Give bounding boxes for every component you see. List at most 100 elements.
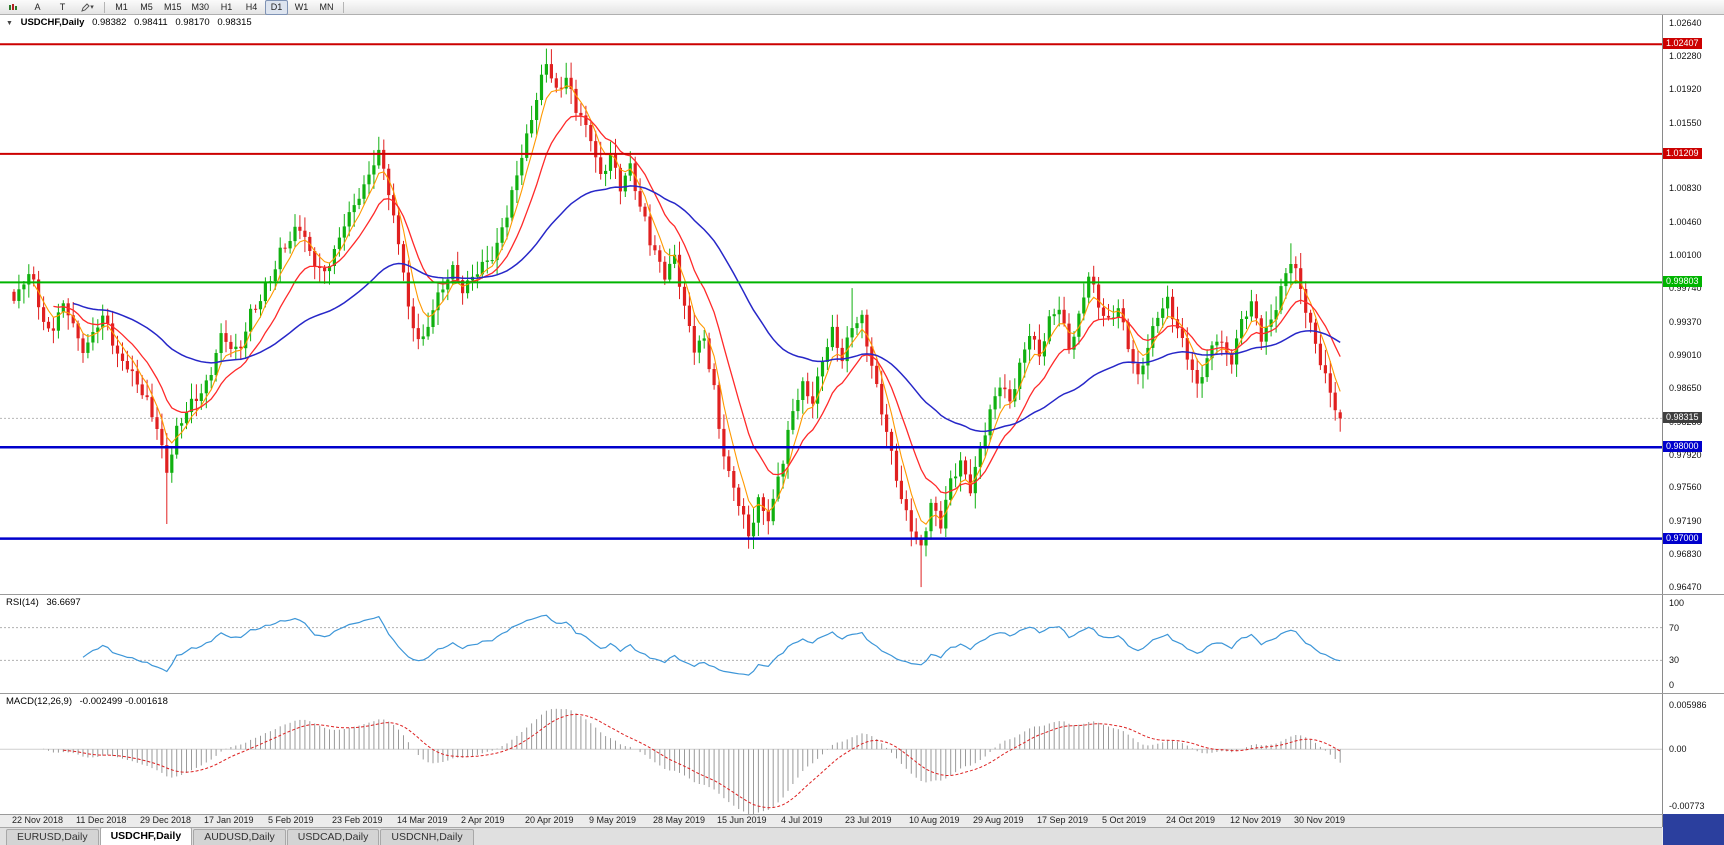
macd-header: MACD(12,26,9) -0.002499 -0.001618 bbox=[6, 696, 173, 707]
candlestick-chart-icon[interactable] bbox=[1, 0, 24, 15]
price-axis-label: 1.02640 bbox=[1669, 18, 1702, 28]
date-axis-label: 10 Aug 2019 bbox=[909, 815, 960, 825]
date-axis-label: 9 May 2019 bbox=[589, 815, 637, 825]
symbol-tab-usdcad[interactable]: USDCAD,Daily bbox=[286, 829, 380, 845]
price-level-badge: 1.01209 bbox=[1663, 148, 1702, 159]
collapse-arrow-icon[interactable]: ▼ bbox=[6, 20, 13, 27]
price-level-badge: 0.99803 bbox=[1663, 276, 1702, 287]
date-axis-label: 5 Oct 2019 bbox=[1102, 815, 1147, 825]
price-axis-label: 1.00460 bbox=[1669, 217, 1702, 227]
current-price-badge: 0.98315 bbox=[1663, 412, 1702, 423]
macd-canvas[interactable] bbox=[0, 694, 1662, 814]
rsi-axis-label: 30 bbox=[1669, 655, 1680, 665]
date-axis-label: 15 Jun 2019 bbox=[717, 815, 767, 825]
rsi-axis-label: 100 bbox=[1669, 598, 1685, 608]
date-axis-label: 23 Feb 2019 bbox=[332, 815, 383, 825]
timeframe-button-m5[interactable]: M5 bbox=[140, 2, 153, 12]
macd-axis: 0.005986 0.00 -0.00773 bbox=[1663, 694, 1724, 814]
price-axis-label: 0.97560 bbox=[1669, 482, 1702, 492]
price-axis-label: 0.99740 bbox=[1669, 283, 1702, 293]
date-axis-label: 29 Dec 2018 bbox=[140, 815, 192, 825]
chevron-down-icon: ▾ bbox=[90, 4, 94, 11]
date-axis: 22 Nov 2018 11 Dec 2018 29 Dec 2018 17 Jan … bbox=[0, 814, 1662, 827]
date-axis-label: 14 Mar 2019 bbox=[397, 815, 448, 825]
timeframe-button-d1[interactable]: D1 bbox=[265, 0, 289, 15]
date-axis-label: 23 Jul 2019 bbox=[845, 815, 892, 825]
rsi-canvas[interactable] bbox=[0, 595, 1662, 693]
macd-axis-label: 0.00 bbox=[1669, 744, 1687, 754]
price-axis-label: 1.02280 bbox=[1669, 51, 1702, 61]
timeframe-button-group: M1 M5 M15 M30 H1 H4 D1 W1 MN bbox=[109, 0, 339, 15]
rsi-header: RSI(14) 36.6697 bbox=[6, 597, 86, 608]
ohlc-close: 0.98315 bbox=[217, 17, 252, 28]
price-axis-label: 0.97190 bbox=[1669, 516, 1702, 526]
price-axis-label: 1.00100 bbox=[1669, 250, 1702, 260]
auto-scroll-button[interactable]: A bbox=[26, 0, 49, 15]
macd-value: -0.002499 -0.001618 bbox=[79, 696, 168, 707]
rsi-value: 36.6697 bbox=[46, 597, 81, 608]
date-axis-label: 30 Nov 2019 bbox=[1294, 815, 1346, 825]
price-axis-label: 0.99010 bbox=[1669, 350, 1702, 360]
date-axis-label: 29 Aug 2019 bbox=[973, 815, 1024, 825]
price-axis-label: 0.96830 bbox=[1669, 549, 1702, 559]
text-tool-label: T bbox=[59, 2, 66, 12]
timeframe-button-m15[interactable]: M15 bbox=[164, 2, 182, 12]
date-axis-label: 2 Apr 2019 bbox=[461, 815, 505, 825]
symbol-tab-eurusd[interactable]: EURUSD,Daily bbox=[6, 829, 99, 845]
timeframe-button-h4[interactable]: H4 bbox=[245, 2, 258, 12]
axis-separator bbox=[1662, 15, 1663, 827]
price-axis-label: 0.96470 bbox=[1669, 582, 1702, 592]
price-chart-pane[interactable]: ▼ USDCHF,Daily 0.98382 0.98411 0.98170 0… bbox=[0, 15, 1662, 594]
timeframe-button-h1[interactable]: H1 bbox=[220, 2, 233, 12]
rsi-axis-label: 0 bbox=[1669, 680, 1675, 690]
macd-title: MACD(12,26,9) bbox=[6, 696, 72, 707]
ohlc-open: 0.98382 bbox=[92, 17, 127, 28]
macd-axis-label: 0.005986 bbox=[1669, 700, 1707, 710]
price-axis-label: 1.00830 bbox=[1669, 183, 1702, 193]
toolbar-separator bbox=[104, 1, 105, 13]
timeframe-button-mn[interactable]: MN bbox=[319, 2, 334, 12]
macd-axis-label: -0.00773 bbox=[1669, 801, 1705, 811]
symbol-title: USDCHF,Daily bbox=[20, 17, 85, 28]
text-tool-button[interactable]: T bbox=[51, 0, 74, 15]
date-axis-label: 12 Nov 2019 bbox=[1230, 815, 1282, 825]
timeframe-button-m30[interactable]: M30 bbox=[191, 2, 210, 12]
price-axis-label: 0.98650 bbox=[1669, 383, 1702, 393]
chart-tab-bar: EURUSD,Daily USDCHF,Daily AUDUSD,Daily USDC… bbox=[0, 827, 1662, 845]
pencil-icon bbox=[81, 2, 90, 12]
window-corner-fill bbox=[1663, 814, 1724, 845]
macd-pane[interactable]: MACD(12,26,9) -0.002499 -0.001618 bbox=[0, 694, 1662, 814]
draw-tool-button[interactable]: ▾ bbox=[76, 0, 99, 15]
price-axis: 1.026401.022801.019201.015501.011901.008… bbox=[1663, 15, 1724, 594]
ohlc-high: 0.98411 bbox=[134, 17, 168, 28]
price-axis-label: 1.01550 bbox=[1669, 118, 1702, 128]
price-axis-label: 0.99370 bbox=[1669, 317, 1702, 327]
rsi-pane[interactable]: RSI(14) 36.6697 bbox=[0, 595, 1662, 693]
date-axis-label: 17 Sep 2019 bbox=[1037, 815, 1089, 825]
timeframe-button-w1[interactable]: W1 bbox=[294, 2, 309, 12]
symbol-tab-audusd[interactable]: AUDUSD,Daily bbox=[193, 829, 286, 845]
pane-border bbox=[0, 814, 1724, 815]
price-level-badge: 0.98000 bbox=[1663, 441, 1702, 452]
rsi-axis-label: 70 bbox=[1669, 623, 1680, 633]
symbol-tab-usdchf[interactable]: USDCHF,Daily bbox=[99, 827, 193, 845]
chart-toolbar: A T ▾ M1 M5 M15 M30 H1 H4 D1 W1 MN bbox=[0, 0, 1724, 15]
pane-splitter[interactable] bbox=[0, 693, 1724, 694]
bars-glyph bbox=[9, 3, 17, 10]
price-axis-label: 0.97920 bbox=[1669, 450, 1702, 460]
ohlc-low: 0.98170 bbox=[175, 17, 210, 28]
price-chart-canvas[interactable] bbox=[0, 15, 1662, 594]
rsi-title: RSI(14) bbox=[6, 597, 39, 608]
date-axis-label: 24 Oct 2019 bbox=[1166, 815, 1216, 825]
date-axis-label: 17 Jan 2019 bbox=[204, 815, 254, 825]
pane-splitter[interactable] bbox=[0, 594, 1724, 595]
price-level-badge: 0.97000 bbox=[1663, 533, 1702, 544]
timeframe-button-m1[interactable]: M1 bbox=[115, 2, 128, 12]
price-axis-label: 1.01920 bbox=[1669, 84, 1702, 94]
date-axis-label: 4 Jul 2019 bbox=[781, 815, 823, 825]
date-axis-label: 5 Feb 2019 bbox=[268, 815, 314, 825]
symbol-tab-usdcnh[interactable]: USDCNH,Daily bbox=[380, 829, 474, 845]
date-axis-label: 22 Nov 2018 bbox=[12, 815, 64, 825]
rsi-axis: 100 70 30 0 bbox=[1663, 595, 1724, 693]
